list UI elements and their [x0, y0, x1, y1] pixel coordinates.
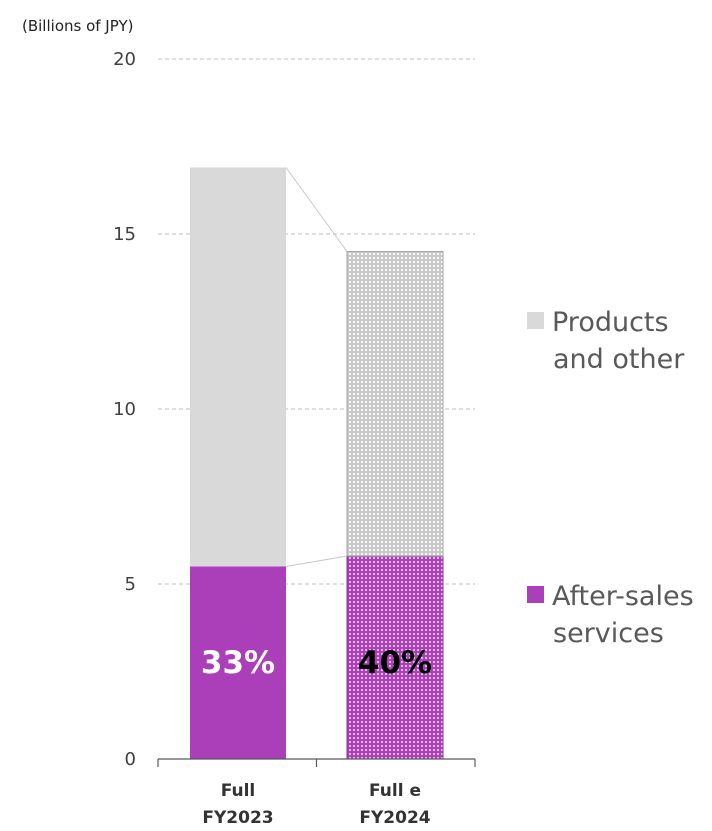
y-axis-ticks: 0 5 10 15 20	[113, 49, 136, 770]
legend-label: and other	[553, 344, 685, 375]
legend-label: services	[553, 618, 664, 649]
legend-swatch	[527, 312, 544, 329]
legend-swatch	[527, 586, 544, 603]
legend-label: Products	[552, 307, 669, 338]
category-label: Full e	[369, 781, 421, 801]
unit-label: (Billions of JPY)	[22, 17, 133, 35]
x-axis-labels: Full FY2023 Full e FY2024	[202, 781, 430, 828]
percentage-label: 40%	[358, 645, 432, 681]
y-tick-label: 0	[125, 749, 136, 770]
y-tick-label: 15	[113, 224, 136, 245]
percentage-label: 33%	[201, 645, 275, 681]
bar-after-sales	[190, 566, 286, 759]
category-label: FY2023	[202, 808, 273, 828]
bar-products	[346, 251, 444, 557]
legend-label: After-sales	[552, 581, 694, 612]
data-labels: 33% 40%	[201, 645, 432, 681]
x-axis	[157, 758, 476, 767]
legend: Products and other After-sales services	[527, 307, 694, 649]
bars	[190, 167, 444, 760]
y-tick-label: 20	[113, 49, 136, 70]
connector-line	[285, 167, 348, 252]
connector-lines	[285, 167, 348, 567]
category-label: FY2024	[359, 808, 430, 828]
category-label: Full	[221, 781, 256, 801]
bar-products	[190, 167, 286, 567]
y-tick-label: 10	[113, 399, 136, 420]
y-tick-label: 5	[125, 574, 136, 595]
connector-line	[285, 555, 348, 567]
